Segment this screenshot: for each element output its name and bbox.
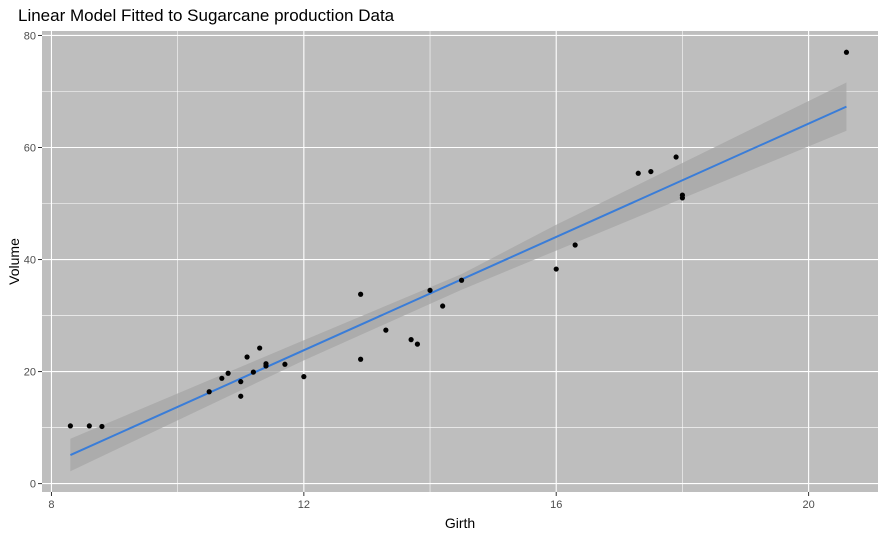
data-point [99, 423, 105, 430]
y-tick-label: 80 [24, 30, 36, 42]
x-tick-label: 20 [802, 499, 814, 511]
data-point [238, 393, 244, 399]
x-tick-label: 12 [298, 499, 310, 511]
x-tick-label: 16 [550, 499, 562, 511]
fit-line-group [69, 105, 847, 456]
x-axis-title: Girth [445, 515, 475, 531]
y-tick-label: 60 [24, 143, 36, 155]
data-point [427, 287, 433, 293]
data-point [257, 345, 263, 351]
data-point [225, 370, 231, 376]
data-point [414, 341, 421, 347]
data-point [843, 49, 850, 55]
y-axis: 0 20 40 60 80 [24, 30, 42, 491]
data-point [238, 379, 244, 385]
chart-title: Linear Model Fitted to Sugarcane product… [18, 6, 395, 25]
data-point [250, 369, 256, 375]
fit-line [69, 105, 847, 456]
confidence-band-area [70, 82, 847, 472]
x-tick-label: 8 [48, 499, 54, 511]
data-point [648, 168, 654, 175]
data-point [282, 361, 288, 367]
data-point [86, 423, 92, 429]
data-point [358, 356, 364, 362]
data-point [679, 195, 686, 201]
data-point [219, 375, 225, 381]
y-tick-label: 40 [24, 255, 36, 267]
data-point [553, 266, 559, 272]
data-point [383, 327, 389, 333]
scatter-points [67, 49, 850, 430]
data-point [440, 303, 446, 309]
y-axis-title: Volume [6, 238, 22, 285]
y-tick-label: 0 [30, 479, 36, 491]
data-point [358, 291, 364, 297]
data-point [408, 337, 414, 343]
x-axis: 8 12 16 20 [48, 492, 815, 511]
data-point [263, 361, 269, 367]
data-point [673, 154, 679, 160]
confidence-band [70, 82, 847, 472]
data-point [206, 389, 212, 395]
data-point [458, 277, 465, 283]
data-point [635, 170, 641, 176]
data-point [301, 374, 307, 380]
data-point [67, 423, 73, 429]
data-point [572, 242, 578, 248]
y-tick-label: 20 [24, 367, 36, 379]
data-point [244, 354, 250, 360]
major-gridlines [42, 31, 878, 492]
